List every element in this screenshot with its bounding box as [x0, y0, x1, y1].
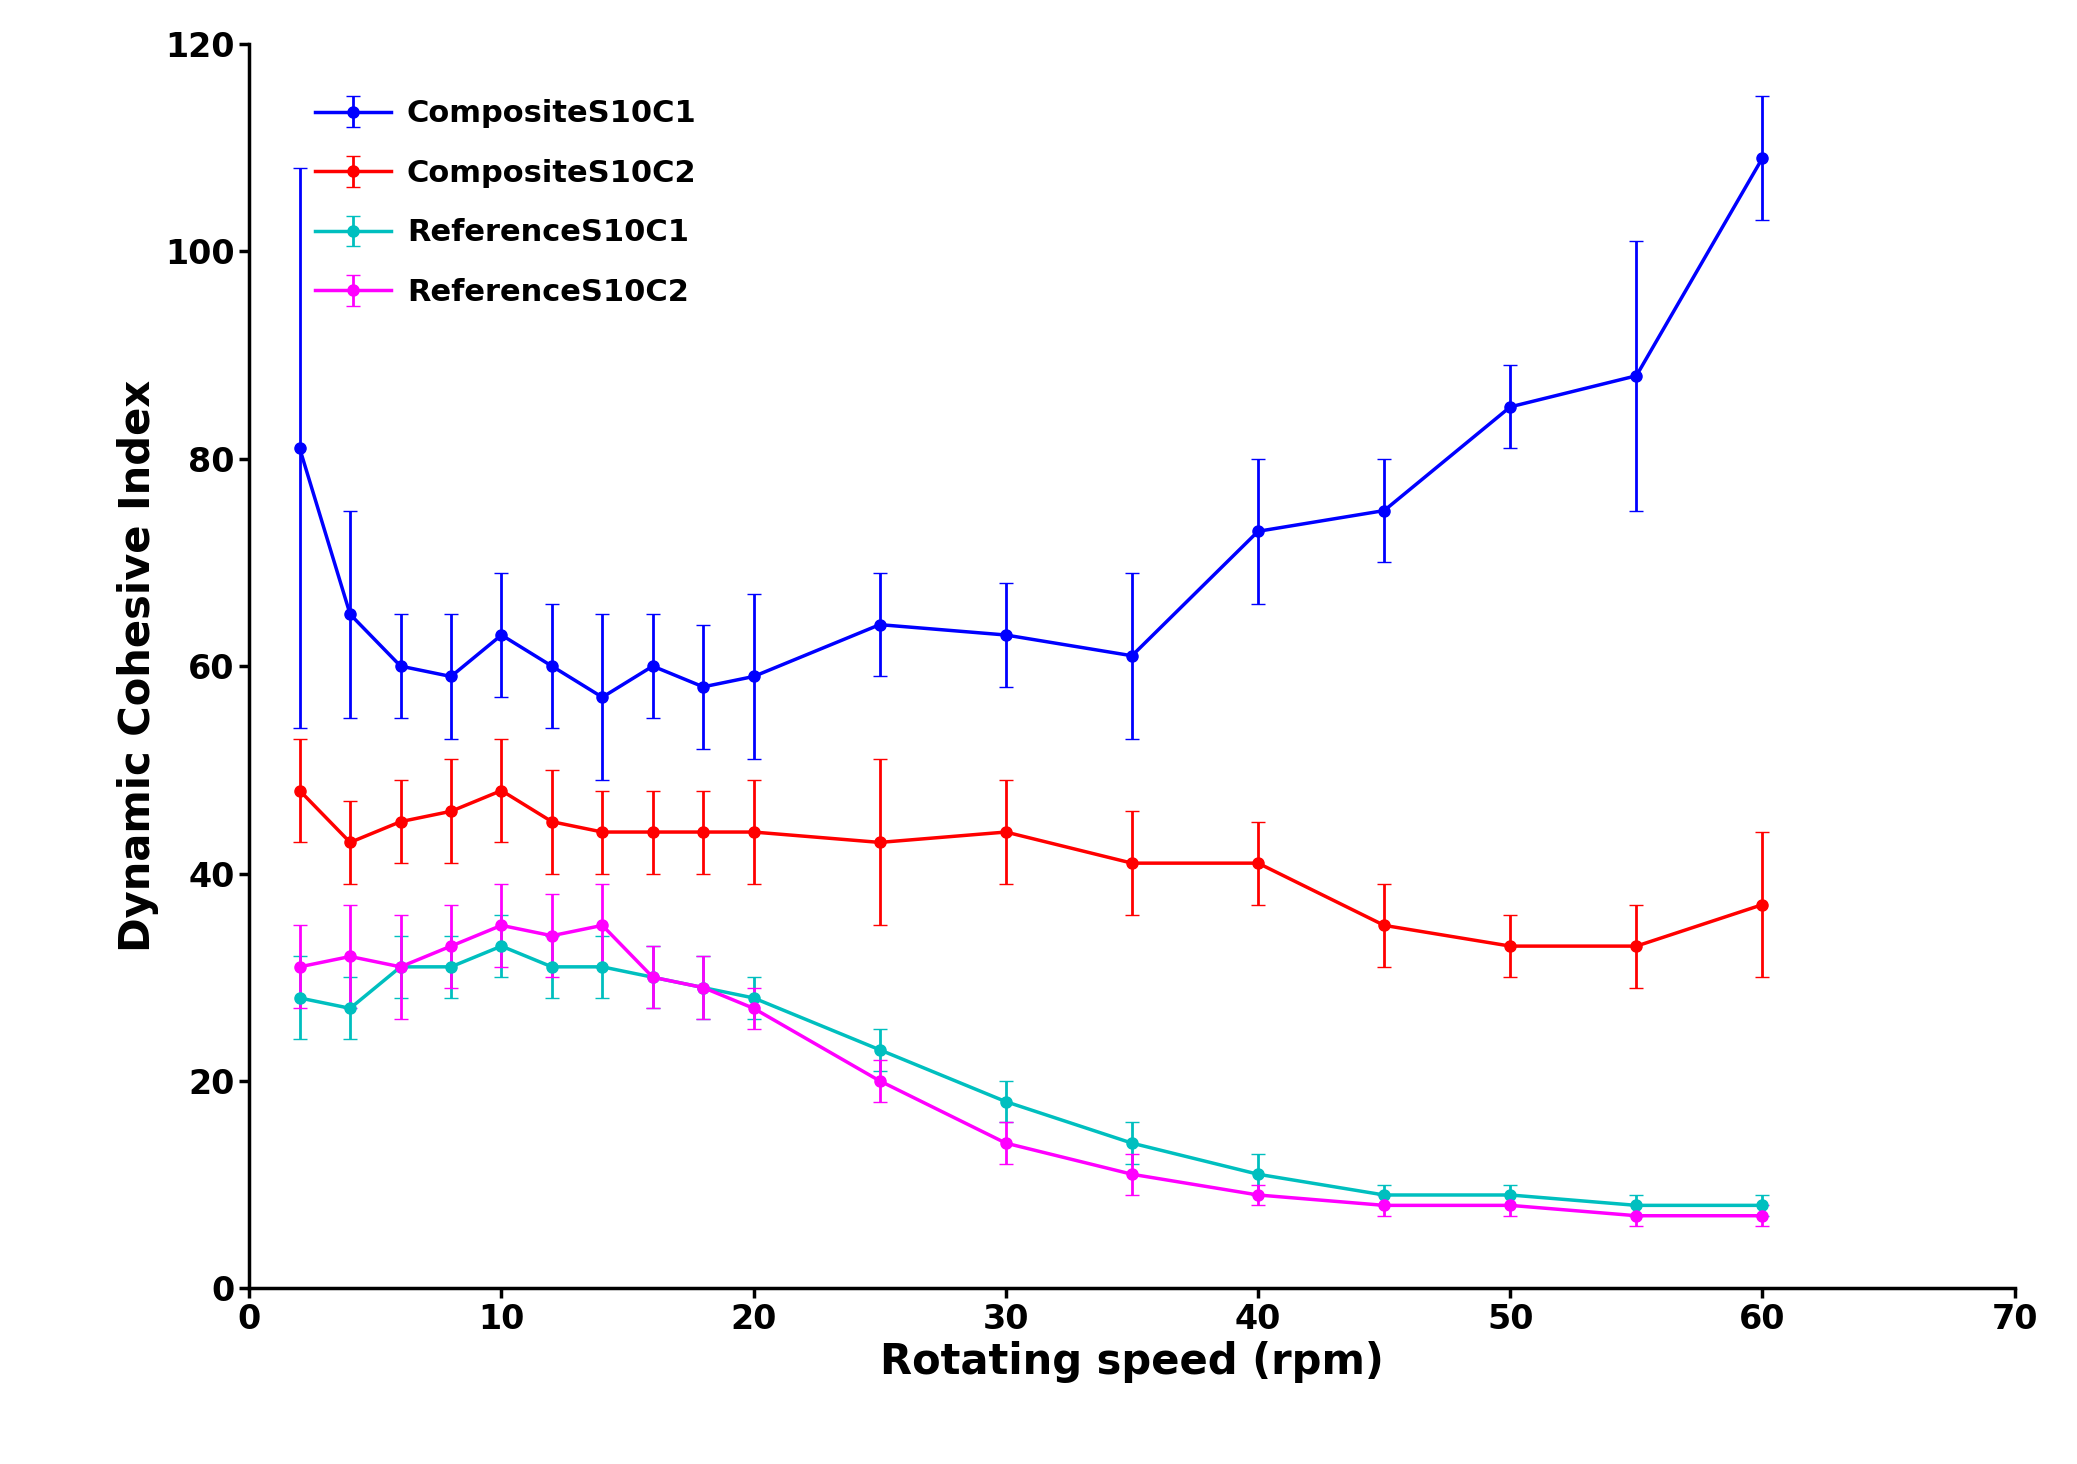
Legend: CompositeS10C1, CompositeS10C2, ReferenceS10C1, ReferenceS10C2: CompositeS10C1, CompositeS10C2, Referenc… [299, 83, 712, 322]
X-axis label: Rotating speed (rpm): Rotating speed (rpm) [881, 1341, 1383, 1383]
Y-axis label: Dynamic Cohesive Index: Dynamic Cohesive Index [118, 381, 160, 952]
